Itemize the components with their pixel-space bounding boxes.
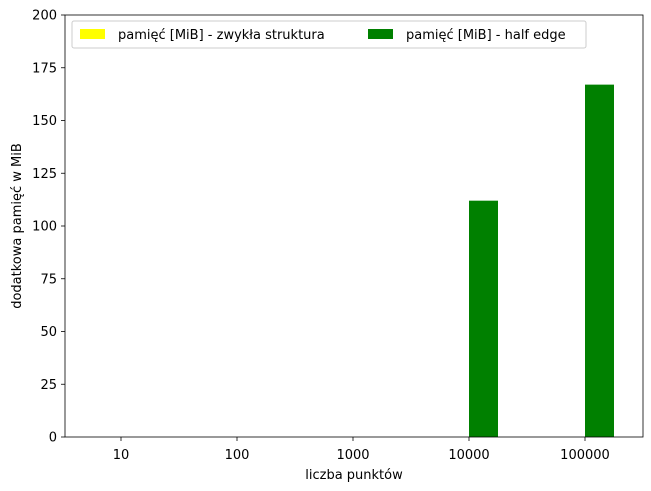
y-axis-label: dodatkowa pamięć w MiB — [10, 143, 25, 309]
legend-label-zwykla: pamięć [MiB] - zwykła struktura — [118, 28, 325, 43]
y-axis: 0 25 50 75 100 125 150 175 200 — [32, 9, 65, 446]
x-tick-label: 10000 — [448, 448, 489, 463]
legend-swatch-half-edge — [368, 29, 393, 39]
plot-area — [65, 15, 643, 437]
x-axis-label: liczba punktów — [305, 468, 403, 483]
y-tick-label: 0 — [49, 431, 57, 446]
plot-frame — [64, 14, 644, 438]
y-tick-label: 100 — [32, 220, 57, 235]
bar-half-edge-100000 — [585, 84, 614, 437]
legend-frame — [71, 20, 587, 49]
x-axis: 10 100 1000 10000 100000 — [113, 437, 610, 463]
y-tick-label: 75 — [40, 272, 57, 287]
bars — [469, 84, 614, 437]
y-tick-label: 175 — [32, 61, 57, 76]
x-tick-label: 100000 — [560, 448, 610, 463]
x-tick-label: 10 — [113, 448, 130, 463]
x-tick-label: 100 — [225, 448, 250, 463]
y-tick-label: 25 — [40, 378, 57, 393]
y-tick-label: 125 — [32, 167, 57, 182]
legend: pamięć [MiB] - zwykła struktura pamięć [… — [71, 20, 587, 49]
y-tick-label: 50 — [40, 325, 57, 340]
legend-label-half-edge: pamięć [MiB] - half edge — [406, 28, 566, 43]
legend-swatch-zwykla — [80, 29, 105, 39]
x-tick-label: 1000 — [336, 448, 369, 463]
bar-half-edge-10000 — [469, 200, 498, 437]
y-tick-label: 200 — [32, 9, 57, 24]
y-tick-label: 150 — [32, 114, 57, 129]
